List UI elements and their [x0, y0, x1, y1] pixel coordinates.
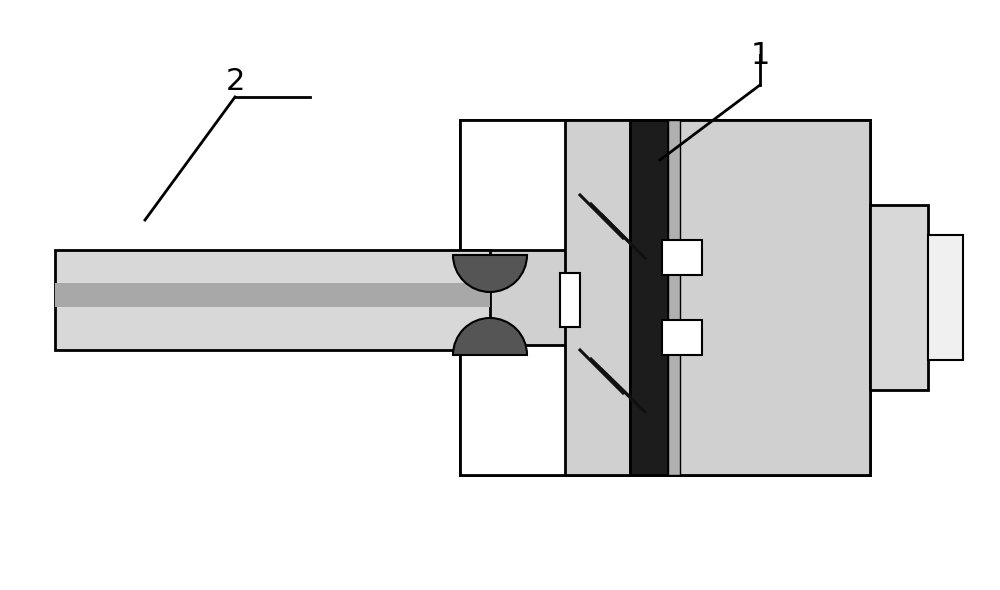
Bar	[630, 120, 668, 475]
Bar	[460, 120, 870, 475]
Text: 2: 2	[225, 67, 245, 97]
Bar	[460, 345, 568, 475]
Text: 1: 1	[750, 41, 770, 70]
Bar	[55, 283, 490, 307]
Bar	[870, 205, 928, 390]
Bar	[662, 320, 702, 355]
Wedge shape	[453, 255, 527, 292]
Bar	[668, 120, 680, 475]
Bar	[928, 235, 963, 360]
Bar	[460, 120, 568, 250]
Bar	[565, 120, 630, 475]
Bar	[560, 273, 580, 327]
Wedge shape	[453, 318, 527, 355]
Bar	[662, 240, 702, 275]
Bar	[668, 120, 870, 475]
Bar	[55, 250, 490, 350]
